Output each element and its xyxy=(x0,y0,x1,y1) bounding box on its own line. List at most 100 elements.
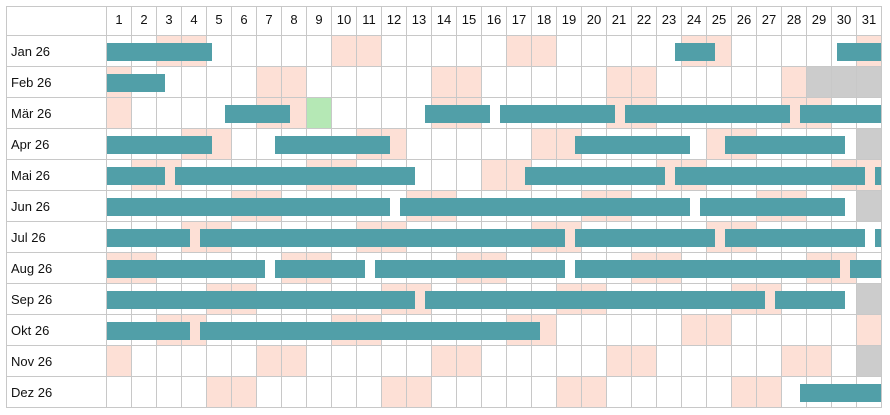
weekend-day-cell[interactable] xyxy=(582,377,607,408)
weekend-day-cell[interactable] xyxy=(282,67,307,98)
day-cell[interactable] xyxy=(432,377,457,408)
booking-bar[interactable] xyxy=(700,198,845,216)
day-cell[interactable] xyxy=(707,377,732,408)
weekend-day-cell[interactable] xyxy=(607,346,632,377)
booking-bar[interactable] xyxy=(175,167,415,185)
day-cell[interactable] xyxy=(357,377,382,408)
day-cell[interactable] xyxy=(132,98,157,129)
day-cell[interactable] xyxy=(457,36,482,67)
day-cell[interactable] xyxy=(457,160,482,191)
day-cell[interactable] xyxy=(407,346,432,377)
day-cell[interactable] xyxy=(482,67,507,98)
day-cell[interactable] xyxy=(732,315,757,346)
booking-bar[interactable] xyxy=(875,167,883,185)
weekend-day-cell[interactable] xyxy=(257,67,282,98)
day-cell[interactable] xyxy=(532,346,557,377)
weekend-day-cell[interactable] xyxy=(207,377,232,408)
weekend-day-cell[interactable] xyxy=(432,346,457,377)
weekend-day-cell[interactable] xyxy=(632,346,657,377)
day-cell[interactable] xyxy=(357,346,382,377)
day-cell[interactable] xyxy=(732,346,757,377)
weekend-day-cell[interactable] xyxy=(532,129,557,160)
day-cell[interactable] xyxy=(832,346,857,377)
day-cell[interactable] xyxy=(432,129,457,160)
booking-bar[interactable] xyxy=(775,291,845,309)
booking-bar[interactable] xyxy=(575,229,715,247)
day-cell[interactable] xyxy=(307,67,332,98)
weekend-day-cell[interactable] xyxy=(857,315,882,346)
day-cell[interactable] xyxy=(707,67,732,98)
day-cell[interactable] xyxy=(432,160,457,191)
day-cell[interactable] xyxy=(257,377,282,408)
day-cell[interactable] xyxy=(657,346,682,377)
booking-bar[interactable] xyxy=(400,198,690,216)
day-cell[interactable] xyxy=(457,377,482,408)
weekend-day-cell[interactable] xyxy=(457,67,482,98)
weekend-day-cell[interactable] xyxy=(732,377,757,408)
day-cell[interactable] xyxy=(432,36,457,67)
day-cell[interactable] xyxy=(407,67,432,98)
day-cell[interactable] xyxy=(782,315,807,346)
selected-day-cell[interactable] xyxy=(307,98,332,129)
booking-bar[interactable] xyxy=(800,384,883,402)
day-cell[interactable] xyxy=(607,315,632,346)
day-cell[interactable] xyxy=(557,346,582,377)
day-cell[interactable] xyxy=(157,346,182,377)
day-cell[interactable] xyxy=(507,377,532,408)
booking-bar[interactable] xyxy=(850,260,883,278)
weekend-day-cell[interactable] xyxy=(482,160,507,191)
day-cell[interactable] xyxy=(382,36,407,67)
day-cell[interactable] xyxy=(782,36,807,67)
day-cell[interactable] xyxy=(607,36,632,67)
day-cell[interactable] xyxy=(582,36,607,67)
weekend-day-cell[interactable] xyxy=(707,315,732,346)
weekend-day-cell[interactable] xyxy=(282,346,307,377)
booking-bar[interactable] xyxy=(107,43,212,61)
booking-bar[interactable] xyxy=(425,105,490,123)
weekend-day-cell[interactable] xyxy=(757,377,782,408)
booking-bar[interactable] xyxy=(675,43,715,61)
booking-bar[interactable] xyxy=(107,198,390,216)
day-cell[interactable] xyxy=(607,377,632,408)
day-cell[interactable] xyxy=(457,129,482,160)
day-cell[interactable] xyxy=(732,67,757,98)
day-cell[interactable] xyxy=(232,36,257,67)
day-cell[interactable] xyxy=(132,377,157,408)
day-cell[interactable] xyxy=(382,346,407,377)
weekend-day-cell[interactable] xyxy=(682,315,707,346)
day-cell[interactable] xyxy=(682,346,707,377)
weekend-day-cell[interactable] xyxy=(332,36,357,67)
day-cell[interactable] xyxy=(382,67,407,98)
day-cell[interactable] xyxy=(307,36,332,67)
weekend-day-cell[interactable] xyxy=(782,67,807,98)
day-cell[interactable] xyxy=(332,377,357,408)
day-cell[interactable] xyxy=(582,315,607,346)
day-cell[interactable] xyxy=(507,129,532,160)
day-cell[interactable] xyxy=(232,346,257,377)
day-cell[interactable] xyxy=(157,98,182,129)
booking-bar[interactable] xyxy=(107,291,415,309)
booking-bar[interactable] xyxy=(200,322,540,340)
day-cell[interactable] xyxy=(682,377,707,408)
day-cell[interactable] xyxy=(507,346,532,377)
day-cell[interactable] xyxy=(482,36,507,67)
booking-bar[interactable] xyxy=(107,260,265,278)
booking-bar[interactable] xyxy=(107,74,165,92)
weekend-day-cell[interactable] xyxy=(607,67,632,98)
day-cell[interactable] xyxy=(282,36,307,67)
day-cell[interactable] xyxy=(582,67,607,98)
weekend-day-cell[interactable] xyxy=(257,346,282,377)
day-cell[interactable] xyxy=(532,377,557,408)
booking-bar[interactable] xyxy=(675,167,865,185)
weekend-day-cell[interactable] xyxy=(407,377,432,408)
day-cell[interactable] xyxy=(407,129,432,160)
day-cell[interactable] xyxy=(332,346,357,377)
weekend-day-cell[interactable] xyxy=(232,377,257,408)
booking-bar[interactable] xyxy=(525,167,665,185)
booking-bar[interactable] xyxy=(800,105,883,123)
day-cell[interactable] xyxy=(557,36,582,67)
booking-bar[interactable] xyxy=(500,105,615,123)
day-cell[interactable] xyxy=(582,346,607,377)
booking-bar[interactable] xyxy=(107,167,165,185)
day-cell[interactable] xyxy=(257,36,282,67)
